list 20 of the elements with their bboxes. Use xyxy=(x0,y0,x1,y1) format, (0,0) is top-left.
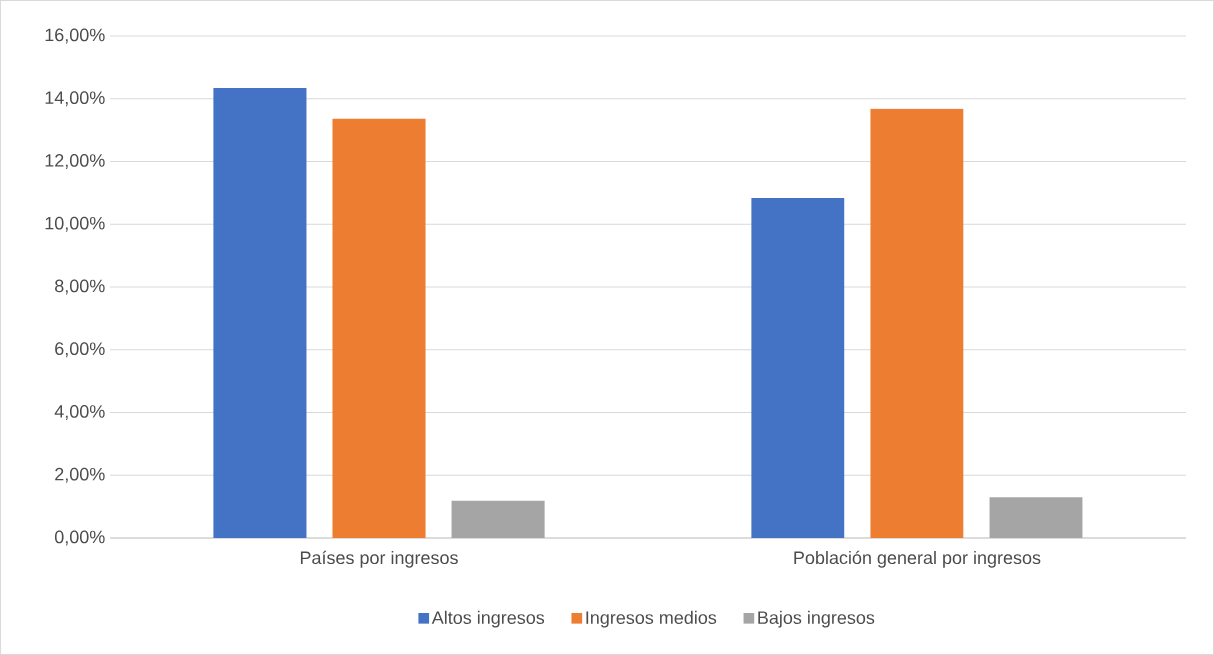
bar xyxy=(332,118,426,538)
y-tick-label: 14,00% xyxy=(45,91,105,107)
legend-label: Altos ingresos xyxy=(431,610,545,628)
bar xyxy=(751,197,845,538)
y-tick-label: 2,00% xyxy=(55,467,105,483)
bar xyxy=(870,108,964,538)
bar xyxy=(213,88,307,538)
y-tick-label: 4,00% xyxy=(54,405,105,420)
y-tick-label: 10,00% xyxy=(45,216,105,232)
bar xyxy=(451,500,545,538)
y-tick-label: 6,00% xyxy=(55,342,105,358)
y-tick-label: 8,00% xyxy=(55,279,105,295)
legend-label: Ingresos medios xyxy=(586,610,717,628)
legend-label: Bajos ingresos xyxy=(758,610,875,628)
bar xyxy=(989,497,1083,538)
y-tick-label: 16,00% xyxy=(45,28,105,44)
x-tick-label: Países por ingresos xyxy=(300,550,458,568)
y-tick-label: 12,00% xyxy=(45,154,105,169)
x-tick-label: Población general por ingresos xyxy=(794,550,1041,568)
y-tick-label: 0,00% xyxy=(54,530,105,546)
